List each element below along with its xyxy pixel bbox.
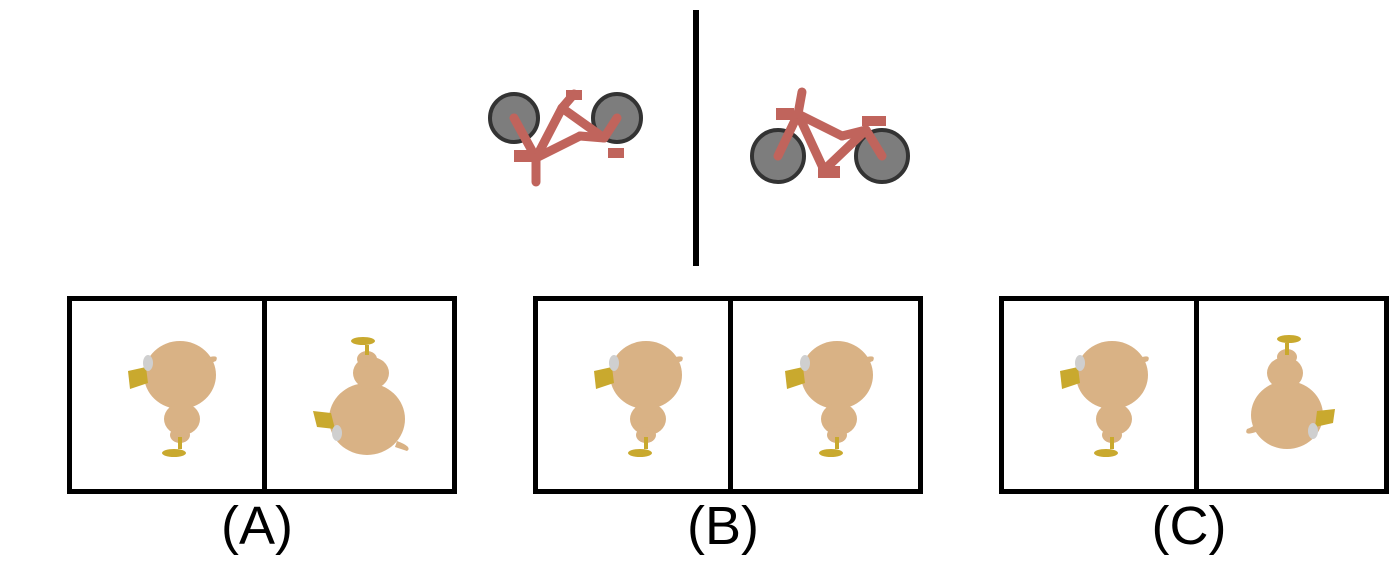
bicycle-upright-icon: [748, 86, 910, 186]
chick-side-icon: [72, 301, 262, 489]
option-b[interactable]: [533, 296, 923, 496]
chick-upside-down-mirrored-icon: [1194, 301, 1384, 489]
option-c[interactable]: [999, 296, 1389, 496]
option-b-frame: [533, 296, 923, 494]
option-a[interactable]: [67, 296, 457, 496]
chick-flipped-icon: [262, 301, 452, 489]
option-a-label: (A): [221, 496, 293, 556]
option-c-label: (C): [1151, 496, 1227, 556]
option-a-frame: [67, 296, 457, 494]
chick-side-icon: [728, 301, 918, 489]
divider-line: [693, 10, 699, 266]
bicycle-rotated-icon: [484, 86, 646, 194]
chick-side-icon: [538, 301, 728, 489]
chick-side-icon: [1004, 301, 1194, 489]
option-b-label: (B): [687, 496, 759, 556]
option-c-frame: [999, 296, 1389, 494]
